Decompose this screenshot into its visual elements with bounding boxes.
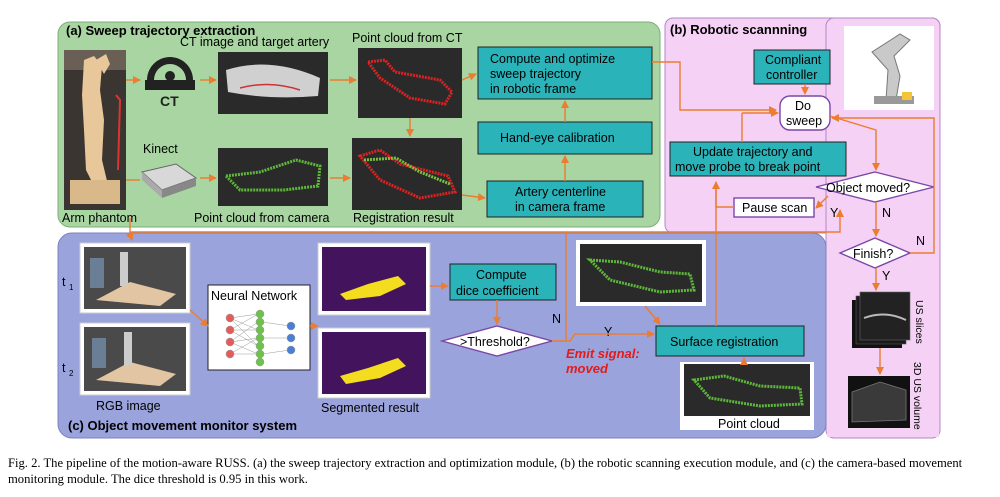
artery-centerline-box <box>486 180 644 218</box>
threshold-diamond <box>439 325 555 357</box>
neural-network-label: Neural Network <box>211 289 298 303</box>
us-slices-image <box>852 291 911 348</box>
panel-b-arrows <box>712 84 935 375</box>
threshold-no: N <box>552 312 561 326</box>
us-slices-label: US slices <box>913 300 925 344</box>
caption-text: The pipeline of the motion-aware RUSS. (… <box>8 456 963 486</box>
object-moved-text: Object moved? <box>826 181 910 195</box>
point-cloud-bottom-image <box>680 362 814 430</box>
update-trajectory-line-1: Update trajectory and <box>693 145 813 159</box>
rgb-image-label: RGB image <box>96 399 161 413</box>
update-trajectory-box <box>669 141 847 177</box>
figure-caption: Fig. 2. The pipeline of the motion-aware… <box>8 455 993 487</box>
point-cloud-label: Point cloud <box>718 417 780 431</box>
do-sweep-line-2: sweep <box>786 114 822 128</box>
artery-centerline-line-2: in camera frame <box>515 200 605 214</box>
finish-yes: Y <box>882 269 891 283</box>
pc-camera-label: Point cloud from camera <box>194 211 330 225</box>
caption-lead: Fig. 2. <box>8 456 41 470</box>
finish-text: Finish? <box>853 247 893 261</box>
emit-signal-arrow <box>565 209 844 341</box>
rgb-image-t1 <box>79 242 191 314</box>
panel-a-title: (a) Sweep trajectory extraction <box>66 23 255 38</box>
compute-optimize-line-2: sweep trajectory <box>490 67 582 81</box>
compute-optimize-line-1: Compute and optimize <box>490 52 615 66</box>
object-moved-yes: Y <box>830 206 839 220</box>
update-trajectory-line-2: move probe to break point <box>675 160 821 174</box>
arm-phantom-image <box>64 50 126 210</box>
artery-centerline-line-1: Artery centerline <box>515 185 606 199</box>
do-sweep-line-1: Do <box>795 99 811 113</box>
kinect-label: Kinect <box>143 142 178 156</box>
arm-phantom-label: Arm phantom <box>62 211 137 225</box>
compute-dice-line-2: dice coefficient <box>456 284 539 298</box>
hand-eye-text: Hand-eye calibration <box>500 131 615 145</box>
surface-registration-text: Surface registration <box>670 335 778 349</box>
compliant-line-2: controller <box>766 68 817 82</box>
t2-label: t <box>62 361 66 375</box>
robot-arm-image <box>844 26 934 110</box>
pc-ct-label: Point cloud from CT <box>352 31 463 45</box>
ct-scanner-icon: CT <box>140 52 200 110</box>
object-moved-no: N <box>882 206 891 220</box>
compute-optimize-line-3: in robotic frame <box>490 82 576 96</box>
segmented-result-label: Segmented result <box>321 401 420 415</box>
finish-diamond <box>838 237 912 269</box>
ct-image <box>218 52 328 114</box>
emit-signal-line-1: Emit signal: <box>566 346 640 361</box>
threshold-yes: Y <box>604 325 613 339</box>
hand-eye-box <box>477 121 653 155</box>
panel-a-arrows <box>126 61 777 202</box>
compute-dice-line-1: Compute <box>476 268 527 282</box>
point-cloud-top-image <box>576 240 706 306</box>
rgb-image-t2 <box>79 322 191 396</box>
ct-image-label: CT image and target artery <box>180 35 330 49</box>
emit-signal-line-2: moved <box>566 361 609 376</box>
pipeline-diagram: (a) Sweep trajectory extraction (b) Robo… <box>57 17 941 439</box>
panel-c-arrows <box>125 218 748 365</box>
object-moved-diamond <box>815 171 935 203</box>
t1-label: t <box>62 275 66 289</box>
t1-subscript: 1 <box>69 283 74 292</box>
kinect-device-image <box>140 163 198 198</box>
registration-result-label: Registration result <box>353 211 454 225</box>
ct-icon-text: CT <box>160 93 179 109</box>
compliant-line-1: Compliant <box>765 53 822 67</box>
compliant-controller-box <box>753 49 831 85</box>
surface-registration-box <box>655 325 805 357</box>
compute-dice-box <box>449 263 557 301</box>
t2-subscript: 2 <box>69 369 74 378</box>
neural-network-icon <box>225 309 296 367</box>
pause-scan-text: Pause scan <box>742 201 807 215</box>
segmented-image-1 <box>317 242 431 316</box>
pc-ct-image <box>358 48 462 118</box>
compute-optimize-box <box>477 46 653 100</box>
pc-camera-image <box>218 148 328 206</box>
segmented-image-2 <box>317 327 431 399</box>
registration-result-image <box>352 138 462 210</box>
do-sweep-box <box>779 95 831 131</box>
panel-c-title: (c) Object movement monitor system <box>68 418 297 433</box>
finish-no: N <box>916 234 925 248</box>
panel-b-title: (b) Robotic scannning <box>670 22 807 37</box>
us-volume-label: 3D US volume <box>911 362 923 430</box>
us-volume-image <box>848 376 910 428</box>
threshold-text: >Threshold? <box>460 335 530 349</box>
